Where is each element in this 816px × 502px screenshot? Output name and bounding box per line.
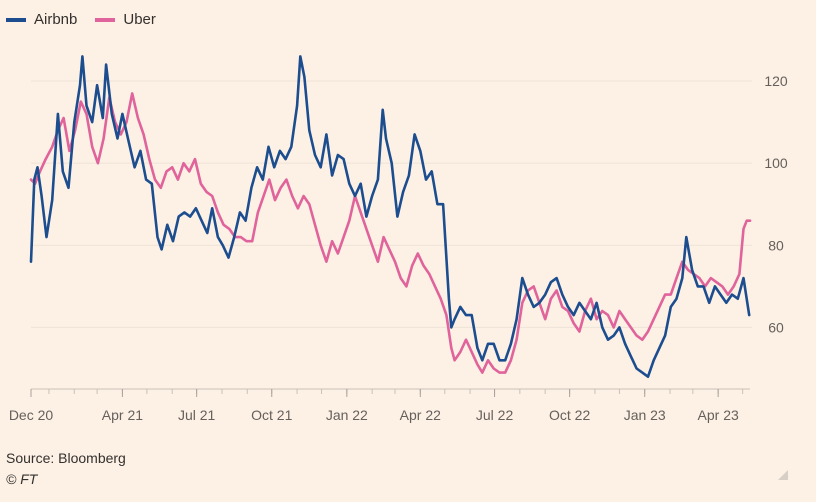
- series-line-airbnb: [29, 55, 751, 379]
- y-tick-label: 120: [764, 73, 788, 89]
- legend-item-uber: Uber: [95, 11, 156, 28]
- x-tick-label: Apr 21: [102, 407, 143, 423]
- resize-corner-icon: [778, 470, 788, 480]
- legend: Airbnb Uber: [6, 11, 174, 28]
- x-tick-label: Jan 22: [326, 407, 368, 423]
- y-tick-label: 100: [764, 155, 788, 171]
- source-note: Source: Bloomberg: [6, 450, 126, 466]
- x-tick-label: Jan 23: [624, 407, 666, 423]
- copyright-note: © FT: [6, 471, 38, 487]
- legend-label-uber: Uber: [123, 11, 156, 28]
- y-tick-label: 80: [768, 237, 784, 253]
- x-tick-label: Oct 21: [251, 407, 292, 423]
- series-lines: [29, 55, 752, 379]
- x-tick-label: Apr 22: [400, 407, 441, 423]
- x-tick-label: Jul 21: [178, 407, 216, 423]
- legend-item-airbnb: Airbnb: [6, 11, 77, 28]
- x-tick-label: Dec 20: [9, 407, 54, 423]
- x-axis: Dec 20 Apr 21 Jul 21 Oct 21 Jan 22 Apr 22 Jul …: [9, 388, 750, 423]
- x-tick-label: Apr 23: [698, 407, 739, 423]
- x-tick-label: Oct 22: [549, 407, 590, 423]
- y-tick-label: 60: [768, 319, 784, 335]
- legend-swatch-airbnb: [6, 17, 26, 22]
- series-line-uber: [29, 92, 752, 374]
- legend-swatch-uber: [95, 17, 116, 22]
- x-tick-label: Jul 22: [476, 407, 514, 423]
- legend-label-airbnb: Airbnb: [34, 11, 78, 28]
- y-axis: 60 80 100 120: [764, 73, 788, 335]
